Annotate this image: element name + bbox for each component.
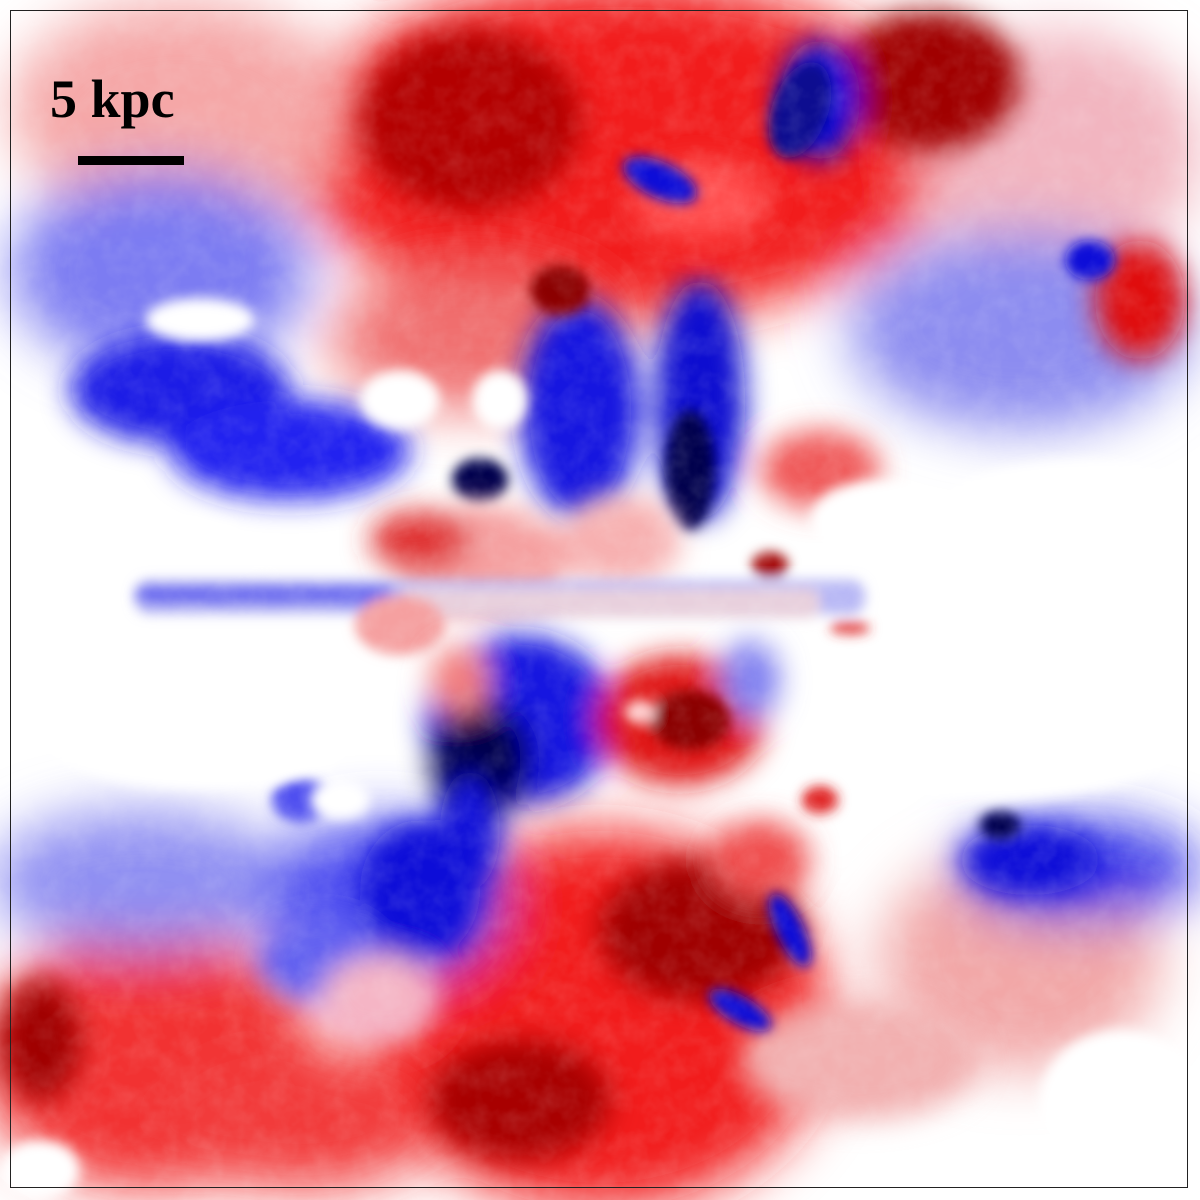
scale-bar [78, 156, 184, 165]
scale-bar-label: 5 kpc [50, 69, 175, 129]
